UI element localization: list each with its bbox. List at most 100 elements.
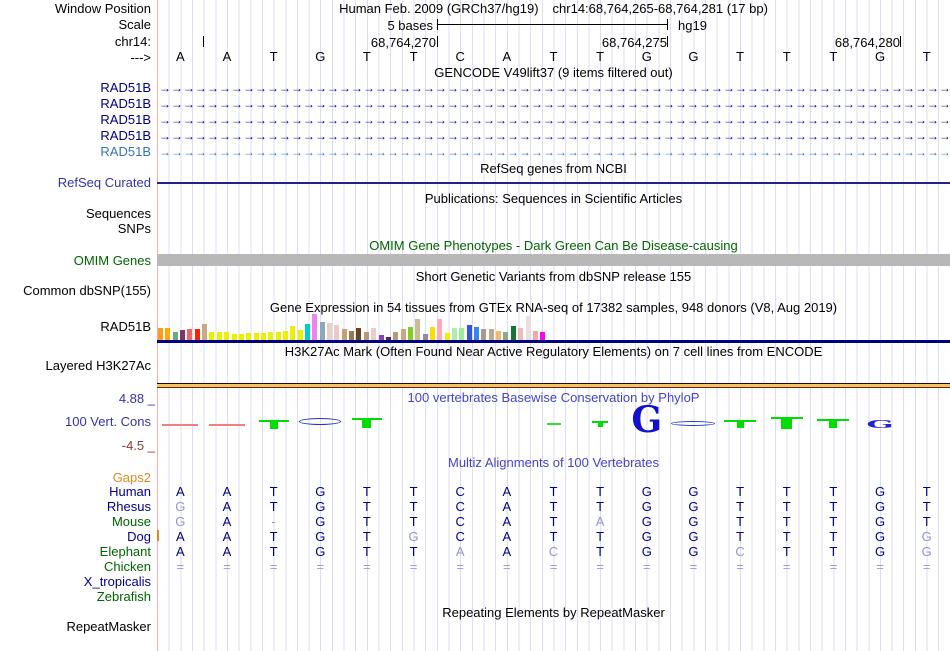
species-label[interactable]: Elephant: [99, 544, 151, 559]
snps-track-label[interactable]: SNPs: [117, 221, 151, 236]
gtex-bar[interactable]: [452, 328, 457, 340]
gtex-bar[interactable]: [459, 328, 465, 340]
gtex-bar[interactable]: [165, 328, 171, 340]
gene-intron-arrows[interactable]: →→→→→→→→→→→→→→→→→→→→→→→→→→→→→→→→→→→→→→→→…: [159, 81, 948, 95]
repeatmasker-track-label[interactable]: RepeatMasker: [66, 619, 151, 634]
gtex-bar[interactable]: [510, 326, 516, 340]
gtex-bar[interactable]: [158, 328, 163, 340]
gtex-bar[interactable]: [260, 333, 266, 340]
gene-intron-arrows[interactable]: →→→→→→→→→→→→→→→→→→→→→→→→→→→→→→→→→→→→→→→→…: [159, 129, 948, 143]
gene-label[interactable]: RAD51B: [100, 128, 151, 143]
gtex-bar[interactable]: [429, 327, 435, 340]
gtex-bar[interactable]: [172, 332, 178, 340]
gtex-bar[interactable]: [202, 324, 208, 340]
gtex-bar[interactable]: [474, 327, 480, 340]
h3k27ac-signal-band[interactable]: [157, 383, 950, 388]
gtex-bar[interactable]: [481, 329, 487, 340]
gene-intron-arrows[interactable]: →→→→→→→→→→→→→→→→→→→→→→→→→→→→→→→→→→→→→→→→…: [159, 97, 948, 111]
refseq-track-title[interactable]: RefSeq genes from NCBI: [480, 161, 627, 176]
gtex-bar[interactable]: [385, 337, 391, 340]
dbsnp-track-label[interactable]: Common dbSNP(155): [23, 283, 151, 298]
gtex-bar[interactable]: [415, 319, 421, 340]
gtex-bar[interactable]: [356, 328, 362, 340]
gtex-bar[interactable]: [246, 333, 252, 340]
species-label[interactable]: Mouse: [111, 514, 151, 529]
gtex-bar[interactable]: [238, 334, 244, 340]
gtex-bar[interactable]: [378, 335, 384, 340]
gtex-bar[interactable]: [180, 330, 186, 340]
species-label[interactable]: Chicken: [104, 559, 151, 574]
species-label[interactable]: Dog: [127, 529, 151, 544]
dbsnp-track-title[interactable]: Short Genetic Variants from dbSNP releas…: [415, 269, 692, 284]
gtex-bar[interactable]: [334, 325, 340, 340]
gene-intron-arrows[interactable]: →→→→→→→→→→→→→→→→→→→→→→→→→→→→→→→→→→→→→→→→…: [159, 113, 948, 127]
gtex-bar[interactable]: [422, 334, 428, 340]
species-label[interactable]: Human: [109, 484, 151, 499]
gtex-bar[interactable]: [363, 332, 369, 340]
gtex-bar[interactable]: [444, 333, 450, 340]
gtex-bar[interactable]: [282, 331, 288, 340]
gene-label[interactable]: RAD51B: [100, 144, 151, 159]
gtex-bar[interactable]: [319, 322, 325, 340]
species-alignment-row[interactable]: = = = = = = = = = = = = = = = = =: [157, 560, 950, 574]
gtex-bar[interactable]: [488, 329, 494, 340]
gtex-bar[interactable]: [525, 316, 531, 340]
refseq-curated-label[interactable]: RefSeq Curated: [57, 175, 151, 190]
gtex-bar[interactable]: [437, 319, 443, 340]
species-alignment-row[interactable]: [157, 590, 950, 604]
gencode-track-title[interactable]: GENCODE V49lift37 (9 items filtered out): [434, 65, 673, 80]
publications-track-title[interactable]: Publications: Sequences in Scientific Ar…: [424, 191, 683, 206]
gtex-bar[interactable]: [466, 325, 472, 340]
gtex-bar[interactable]: [371, 328, 377, 340]
sequences-track-label[interactable]: Sequences: [85, 206, 151, 221]
gtex-bar[interactable]: [496, 331, 502, 340]
gtex-bar[interactable]: [305, 324, 310, 340]
h3k27ac-track-title[interactable]: H3K27Ac Mark (Often Found Near Active Re…: [284, 344, 823, 359]
gaps-row-label[interactable]: Gaps2: [112, 470, 151, 485]
species-label[interactable]: X_tropicalis: [83, 574, 151, 589]
refseq-gene-line[interactable]: [157, 182, 950, 184]
species-label[interactable]: Rhesus: [106, 499, 151, 514]
gtex-bar[interactable]: [349, 331, 355, 340]
species-label[interactable]: Zebrafish: [96, 589, 151, 604]
gtex-bar[interactable]: [224, 332, 230, 340]
gtex-bar[interactable]: [327, 323, 333, 340]
gtex-bar[interactable]: [253, 333, 259, 340]
gtex-expression-bar-chart[interactable]: [158, 312, 948, 340]
gtex-bar[interactable]: [540, 332, 546, 340]
omim-gene-bar[interactable]: [157, 254, 950, 266]
gtex-bar[interactable]: [312, 314, 318, 340]
gtex-gene-label[interactable]: RAD51B: [100, 319, 151, 334]
gtex-bar[interactable]: [268, 332, 274, 340]
gtex-bar[interactable]: [400, 329, 406, 340]
conservation-track-title[interactable]: 100 vertebrates Basewise Conservation by…: [407, 390, 700, 405]
gtex-bar[interactable]: [194, 329, 200, 340]
gtex-bar[interactable]: [209, 332, 215, 340]
omim-genes-label[interactable]: OMIM Genes: [73, 253, 151, 268]
gtex-bar[interactable]: [407, 327, 413, 340]
repeatmasker-track-title[interactable]: Repeating Elements by RepeatMasker: [442, 605, 665, 620]
gtex-bar[interactable]: [297, 330, 303, 340]
gtex-bar[interactable]: [532, 331, 538, 340]
gtex-bar[interactable]: [518, 328, 524, 340]
omim-track-title[interactable]: OMIM Gene Phenotypes - Dark Green Can Be…: [369, 238, 738, 253]
gtex-bar[interactable]: [341, 329, 347, 340]
gene-label[interactable]: RAD51B: [100, 112, 151, 127]
conservation-track-label[interactable]: 100 Vert. Cons: [65, 414, 151, 429]
gene-intron-arrows[interactable]: →→→→→→→→→→→→→→→→→→→→→→→→→→→→→→→→→→→→→→→→…: [159, 145, 948, 159]
gtex-bar[interactable]: [187, 329, 193, 340]
gene-label[interactable]: RAD51B: [100, 80, 151, 95]
h3k27ac-track-label[interactable]: Layered H3K27Ac: [45, 358, 151, 373]
gtex-bar[interactable]: [275, 332, 281, 340]
multiz-track-title[interactable]: Multiz Alignments of 100 Vertebrates: [447, 455, 659, 470]
gtex-bar[interactable]: [393, 332, 399, 340]
gtex-bar[interactable]: [290, 326, 296, 340]
gene-label[interactable]: RAD51B: [100, 96, 151, 111]
